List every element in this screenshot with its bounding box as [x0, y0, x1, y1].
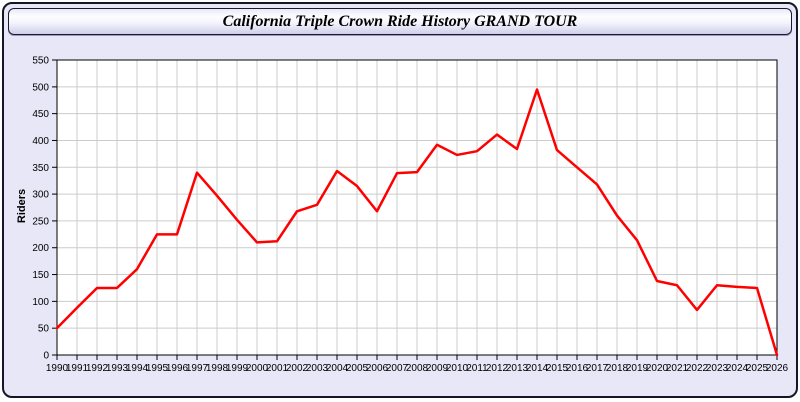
svg-text:50: 50 — [38, 324, 50, 335]
svg-text:2026: 2026 — [766, 363, 789, 374]
svg-text:1991: 1991 — [66, 363, 89, 374]
svg-text:0: 0 — [43, 351, 49, 362]
chart-title: California Triple Crown Ride History GRA… — [222, 12, 578, 30]
svg-text:2009: 2009 — [426, 363, 449, 374]
svg-text:2010: 2010 — [446, 363, 469, 374]
y-tick-labels: 0 50 100 150 200 250 300 350 400 450 500 550 — [32, 56, 49, 362]
line-chart-canvas: 0501001502002503003504004505005501990199… — [32, 56, 789, 375]
svg-text:2005: 2005 — [346, 363, 369, 374]
svg-text:450: 450 — [32, 109, 49, 120]
svg-text:2000: 2000 — [246, 363, 269, 374]
svg-text:2016: 2016 — [566, 363, 589, 374]
svg-text:2007: 2007 — [386, 363, 409, 374]
svg-text:1990: 1990 — [46, 363, 69, 374]
svg-text:250: 250 — [32, 216, 49, 227]
svg-text:1992: 1992 — [86, 363, 109, 374]
svg-text:100: 100 — [32, 297, 49, 308]
axis-ticks — [52, 59, 778, 360]
svg-text:2011: 2011 — [466, 363, 488, 374]
svg-text:2017: 2017 — [586, 363, 609, 374]
svg-text:1998: 1998 — [206, 363, 229, 374]
svg-text:2024: 2024 — [726, 363, 749, 374]
plot-frame — [56, 59, 778, 356]
svg-text:2020: 2020 — [646, 363, 669, 374]
svg-text:300: 300 — [32, 190, 49, 201]
svg-text:1995: 1995 — [146, 363, 169, 374]
svg-text:2023: 2023 — [706, 363, 729, 374]
svg-text:2004: 2004 — [326, 363, 349, 374]
svg-text:2019: 2019 — [626, 363, 649, 374]
y-axis-label: Riders — [16, 188, 28, 224]
svg-text:2021: 2021 — [666, 363, 689, 374]
svg-text:2002: 2002 — [286, 363, 309, 374]
svg-text:550: 550 — [32, 56, 49, 67]
svg-text:150: 150 — [32, 270, 49, 281]
svg-text:2025: 2025 — [746, 363, 769, 374]
riders-line-series — [55, 88, 779, 357]
svg-text:1994: 1994 — [126, 363, 149, 374]
chart-area: 0 50 100 150 200 250 300 350 400 450 500 550 1990 199… — [4, 4, 796, 396]
svg-text:1997: 1997 — [186, 363, 209, 374]
x-tick-labels: 1990199119921993199419951996199719981999… — [46, 363, 789, 374]
svg-text:2022: 2022 — [686, 363, 709, 374]
svg-text:500: 500 — [32, 82, 49, 93]
svg-text:1996: 1996 — [166, 363, 189, 374]
svg-text:2015: 2015 — [546, 363, 569, 374]
title-bar: California Triple Crown Ride History GRA… — [8, 8, 792, 35]
svg-text:2003: 2003 — [306, 363, 329, 374]
svg-text:1999: 1999 — [226, 363, 249, 374]
svg-text:2018: 2018 — [606, 363, 629, 374]
svg-text:2008: 2008 — [406, 363, 429, 374]
svg-text:2006: 2006 — [366, 363, 389, 374]
svg-text:2001: 2001 — [266, 363, 289, 374]
svg-text:350: 350 — [32, 163, 49, 174]
svg-text:2014: 2014 — [526, 363, 549, 374]
svg-text:2013: 2013 — [506, 363, 529, 374]
svg-text:200: 200 — [32, 243, 49, 254]
svg-text:1993: 1993 — [106, 363, 129, 374]
svg-text:400: 400 — [32, 136, 49, 147]
svg-text:2012: 2012 — [486, 363, 509, 374]
